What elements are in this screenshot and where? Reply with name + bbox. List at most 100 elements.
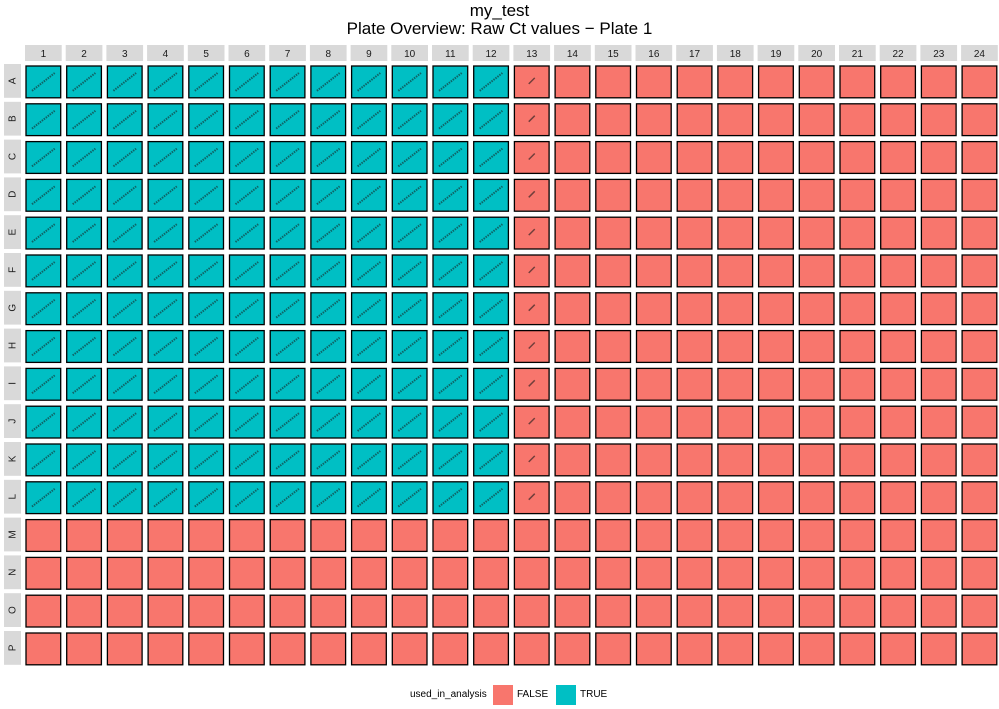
well-K11 [432,443,469,477]
well-C23 [920,140,957,175]
column-strip [147,45,184,61]
row-label: I [8,382,19,385]
well-I2 [66,367,103,401]
well-J21 [839,405,876,439]
well-J12 [473,405,510,439]
well-L17 [676,481,713,515]
well-G24 [961,292,998,326]
well-G1 [25,292,62,326]
well-E8 [310,216,347,250]
well-O24 [961,594,998,628]
well-O17 [676,594,713,628]
well-K21 [839,443,876,477]
well-N23 [920,556,957,590]
well-O13 [513,594,550,628]
column-strip [757,45,795,61]
well-G17 [676,292,713,326]
well-H1 [25,329,62,364]
well-J14 [554,405,591,439]
row-label: J [8,419,19,424]
well-F18 [717,254,754,288]
well-L23 [920,481,957,515]
well-F15 [595,254,632,288]
column-label: 5 [203,49,209,60]
well-I7 [269,367,306,401]
well-F10 [391,254,428,288]
well-L11 [432,481,469,515]
well-A24 [961,65,998,99]
well-A9 [350,65,387,99]
well-I11 [432,367,469,401]
column-strip [839,45,876,61]
well-I12 [473,367,510,401]
well-C3 [106,140,143,175]
well-B23 [920,103,957,137]
well-F5 [188,254,225,288]
well-P5 [188,632,225,666]
well-G10 [391,292,428,326]
well-I6 [228,367,265,401]
well-E20 [798,216,835,250]
well-A10 [391,65,428,99]
well-C2 [66,140,103,175]
well-I18 [717,367,754,401]
well-E17 [676,216,713,250]
well-G23 [920,292,957,326]
well-C12 [473,140,510,175]
column-label: 9 [366,49,372,60]
row-label: G [8,304,19,312]
well-I9 [350,367,387,401]
well-P24 [961,632,998,666]
well-J10 [391,405,428,439]
well-M23 [920,518,957,553]
column-strip [554,45,591,61]
well-J1 [25,405,62,439]
well-B11 [432,103,469,137]
well-I16 [635,367,672,401]
well-O5 [188,594,225,628]
well-F24 [961,254,998,288]
well-A2 [66,65,103,99]
well-J8 [310,405,347,439]
well-F7 [269,254,306,288]
well-H7 [269,329,306,364]
row-strip [4,328,21,363]
column-label: 19 [770,49,782,60]
well-H2 [66,329,103,364]
well-G3 [106,292,143,326]
well-G6 [228,292,265,326]
well-H21 [839,329,876,364]
well-I4 [147,367,184,401]
column-strip [350,45,388,61]
well-A23 [920,65,957,99]
well-J16 [635,405,672,439]
well-D6 [228,178,265,212]
well-label-mark [528,77,536,85]
well-D5 [188,178,225,212]
row-strip [4,479,21,514]
well-M15 [595,518,632,553]
well-O3 [106,594,143,628]
well-I17 [676,367,713,401]
well-C15 [595,140,632,175]
well-E19 [757,216,794,250]
well-label-mark [528,379,536,387]
well-O19 [757,594,794,628]
well-H12 [473,329,510,364]
well-F6 [228,254,265,288]
well-D7 [269,178,306,212]
column-label: 17 [689,49,701,60]
well-F22 [880,254,917,288]
row-label: F [8,267,19,273]
row-strip [4,253,21,287]
well-H6 [228,329,265,364]
well-P14 [554,632,591,666]
well-K18 [717,443,754,477]
well-J19 [757,405,794,439]
well-B5 [188,103,225,137]
well-D3 [106,178,143,212]
well-O2 [66,594,103,628]
row-label: L [8,493,19,499]
well-O1 [25,594,62,628]
column-label: 6 [244,49,250,60]
